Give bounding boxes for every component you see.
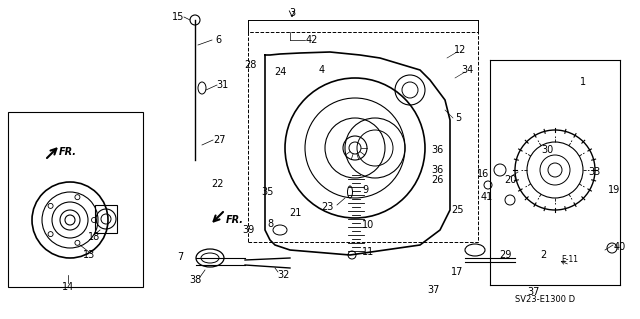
Text: 2: 2 [540,250,546,260]
Text: 14: 14 [62,282,74,292]
Text: 27: 27 [214,135,227,145]
Text: 41: 41 [481,192,493,202]
Text: 7: 7 [177,252,183,262]
Text: 11: 11 [362,247,374,257]
Text: 20: 20 [504,175,516,185]
Text: 42: 42 [306,35,318,45]
Text: FR.: FR. [226,215,244,225]
Text: 10: 10 [362,220,374,230]
Text: 1: 1 [580,77,586,87]
Text: 19: 19 [608,185,620,195]
Bar [95,205,117,233]
Text: 28: 28 [244,60,256,70]
Text: 37: 37 [427,285,439,295]
Text: FR.: FR. [59,147,77,157]
Text: 18: 18 [88,232,100,242]
Text: SV23-E1300 D: SV23-E1300 D [515,295,575,305]
Bar [8,112,143,287]
Text: 25: 25 [452,205,464,215]
Text: 5: 5 [455,113,461,123]
Text: 32: 32 [277,270,289,280]
Text: 26: 26 [431,175,443,185]
Text: 36: 36 [431,145,443,155]
Bar [248,32,478,242]
Text: E-11: E-11 [561,256,579,264]
Text: 24: 24 [274,67,286,77]
Text: 16: 16 [477,169,489,179]
Text: 33: 33 [588,167,600,177]
Text: 31: 31 [216,80,228,90]
Text: 9: 9 [362,185,368,195]
Text: 3: 3 [289,8,295,18]
Text: 29: 29 [499,250,511,260]
Text: 22: 22 [211,179,223,189]
Text: 39: 39 [242,225,254,235]
Text: 6: 6 [215,35,221,45]
Text: 36: 36 [431,165,443,175]
Text: 35: 35 [262,187,274,197]
Text: 34: 34 [461,65,473,75]
Text: 4: 4 [319,65,325,75]
Text: 38: 38 [189,275,201,285]
Text: 21: 21 [289,208,301,218]
Text: 17: 17 [451,267,463,277]
Text: 30: 30 [541,145,553,155]
Text: 8: 8 [267,219,273,229]
Text: 12: 12 [454,45,466,55]
Text: 40: 40 [614,242,626,252]
Text: 15: 15 [172,12,184,22]
Text: 13: 13 [83,250,95,260]
Text: 37: 37 [527,287,539,297]
Text: 23: 23 [321,202,333,212]
